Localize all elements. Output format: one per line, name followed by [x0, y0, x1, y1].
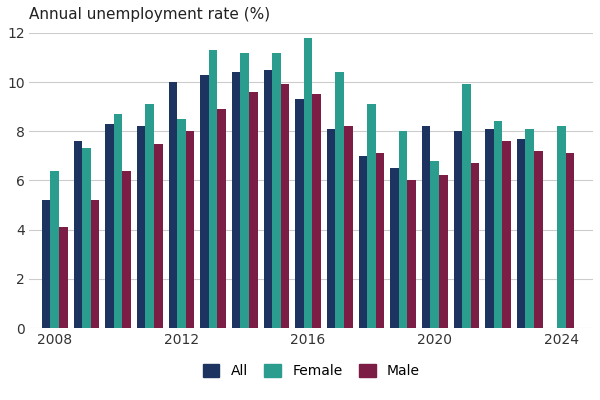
Bar — [122, 170, 131, 328]
Bar — [485, 129, 494, 328]
Bar — [470, 163, 479, 328]
Bar — [232, 72, 241, 328]
Bar — [422, 126, 430, 328]
Bar — [281, 84, 289, 328]
Bar — [557, 126, 566, 328]
Bar — [42, 200, 50, 328]
Bar — [59, 227, 68, 328]
Bar — [295, 99, 304, 328]
Bar — [359, 156, 367, 328]
Bar — [272, 52, 281, 328]
Bar — [494, 121, 502, 328]
Bar — [335, 72, 344, 328]
Bar — [145, 104, 154, 328]
Bar — [177, 119, 185, 328]
Bar — [399, 131, 407, 328]
Bar — [50, 170, 59, 328]
Bar — [502, 141, 511, 328]
Bar — [217, 109, 226, 328]
Bar — [430, 161, 439, 328]
Bar — [169, 82, 177, 328]
Bar — [105, 124, 114, 328]
Bar — [526, 129, 534, 328]
Bar — [439, 176, 448, 328]
Bar — [344, 126, 353, 328]
Bar — [185, 131, 194, 328]
Legend: All, Female, Male: All, Female, Male — [197, 358, 425, 384]
Bar — [566, 153, 574, 328]
Bar — [263, 70, 272, 328]
Bar — [114, 114, 122, 328]
Bar — [534, 151, 542, 328]
Bar — [209, 50, 217, 328]
Bar — [241, 52, 249, 328]
Bar — [74, 141, 82, 328]
Bar — [249, 92, 257, 328]
Bar — [327, 129, 335, 328]
Bar — [137, 126, 145, 328]
Bar — [154, 144, 163, 328]
Bar — [390, 168, 399, 328]
Bar — [313, 94, 321, 328]
Bar — [367, 104, 376, 328]
Bar — [462, 84, 470, 328]
Bar — [200, 75, 209, 328]
Bar — [82, 148, 91, 328]
Bar — [91, 200, 99, 328]
Bar — [304, 38, 313, 328]
Bar — [407, 180, 416, 328]
Bar — [454, 131, 462, 328]
Text: Annual unemployment rate (%): Annual unemployment rate (%) — [29, 7, 271, 22]
Bar — [376, 153, 384, 328]
Bar — [517, 139, 526, 328]
